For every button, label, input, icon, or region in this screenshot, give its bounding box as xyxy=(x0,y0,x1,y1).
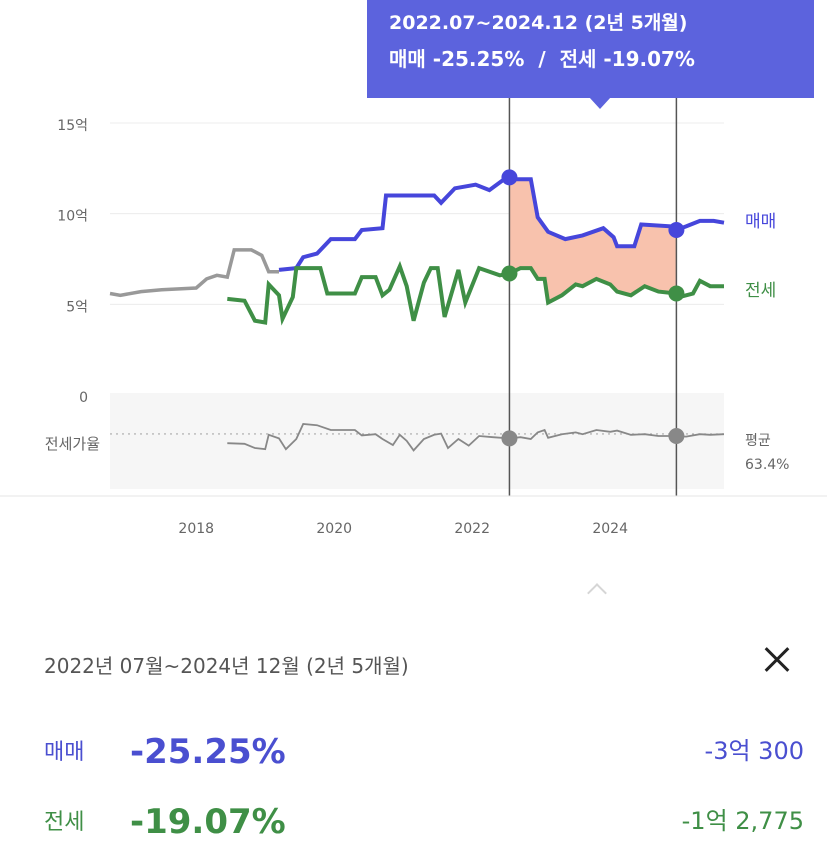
sale-amount: -3억 300 xyxy=(704,737,804,765)
tooltip-sale-change: -25.25% xyxy=(432,47,525,71)
jeonse-label: 전세 xyxy=(44,810,85,835)
sale-label: 매매 xyxy=(44,740,85,765)
ratio-band-background xyxy=(110,393,724,489)
sale-summary-row: 매매 -25.25% -3억 300 xyxy=(44,722,804,772)
jeonse-amount: -1억 2,775 xyxy=(681,807,804,835)
x-tick-label: 2020 xyxy=(316,521,352,537)
sale-change: -25.25% xyxy=(130,732,286,772)
jeonse-point xyxy=(501,265,518,282)
jeonse-summary-row: 전세 -19.07% -1억 2,775 xyxy=(44,792,804,842)
tooltip-jeonse-label: 전세 xyxy=(559,47,597,71)
selection-points xyxy=(501,169,685,447)
y-tick-label: 10억 xyxy=(57,209,88,225)
x-tick-label: 2024 xyxy=(592,521,628,537)
tooltip-separator: / xyxy=(538,47,546,71)
x-tick-label: 2022 xyxy=(454,521,490,537)
x-axis-ticks: 2018 2020 2022 2024 xyxy=(178,521,628,537)
x-tick-label: 2018 xyxy=(178,521,214,537)
jeonse-change: -19.07% xyxy=(130,802,286,842)
selection-fill-area xyxy=(509,177,677,303)
sale-point xyxy=(668,221,685,238)
jeonse-series-label: 전세 xyxy=(745,281,776,301)
sale-past-line xyxy=(109,248,279,298)
y-tick-label: 15억 xyxy=(57,118,88,134)
ratio-avg-label: 평균 xyxy=(745,433,771,449)
jeonse-line[interactable] xyxy=(227,260,724,326)
close-icon[interactable] xyxy=(757,640,797,680)
tooltip-period: 2022.07~2024.12 (2년 5개월) xyxy=(389,12,688,34)
y-axis-ticks: 15억 10억 5억 0 xyxy=(57,118,88,406)
sale-point xyxy=(501,169,518,186)
ratio-point xyxy=(501,430,518,447)
tooltip-jeonse-change: -19.07% xyxy=(603,47,695,71)
ratio-point xyxy=(668,428,685,444)
tooltip-changes: 매매 -25.25% / 전세 -19.07% xyxy=(389,40,792,78)
tooltip-sale-label: 매매 xyxy=(389,47,426,71)
y-tick-label: 0 xyxy=(79,390,88,406)
price-chart[interactable]: 15억 10억 5억 0 2018 2020 2022 2024 매매 전세 전세가율 평균… xyxy=(0,0,827,600)
range-tooltip: 2022.07~2024.12 (2년 5개월) 매매 -25.25% / 전세… xyxy=(367,0,814,98)
ratio-avg-value: 63.4% xyxy=(745,457,789,473)
tooltip-arrow xyxy=(589,97,611,109)
ratio-series-label: 전세가율 xyxy=(45,435,100,453)
panel-period: 2022년 07월~2024년 12월 (2년 5개월) xyxy=(44,654,409,678)
jeonse-ratio-line[interactable] xyxy=(227,423,725,452)
y-tick-label: 5억 xyxy=(66,299,88,315)
sale-series-label: 매매 xyxy=(745,212,776,232)
jeonse-point xyxy=(668,285,685,302)
